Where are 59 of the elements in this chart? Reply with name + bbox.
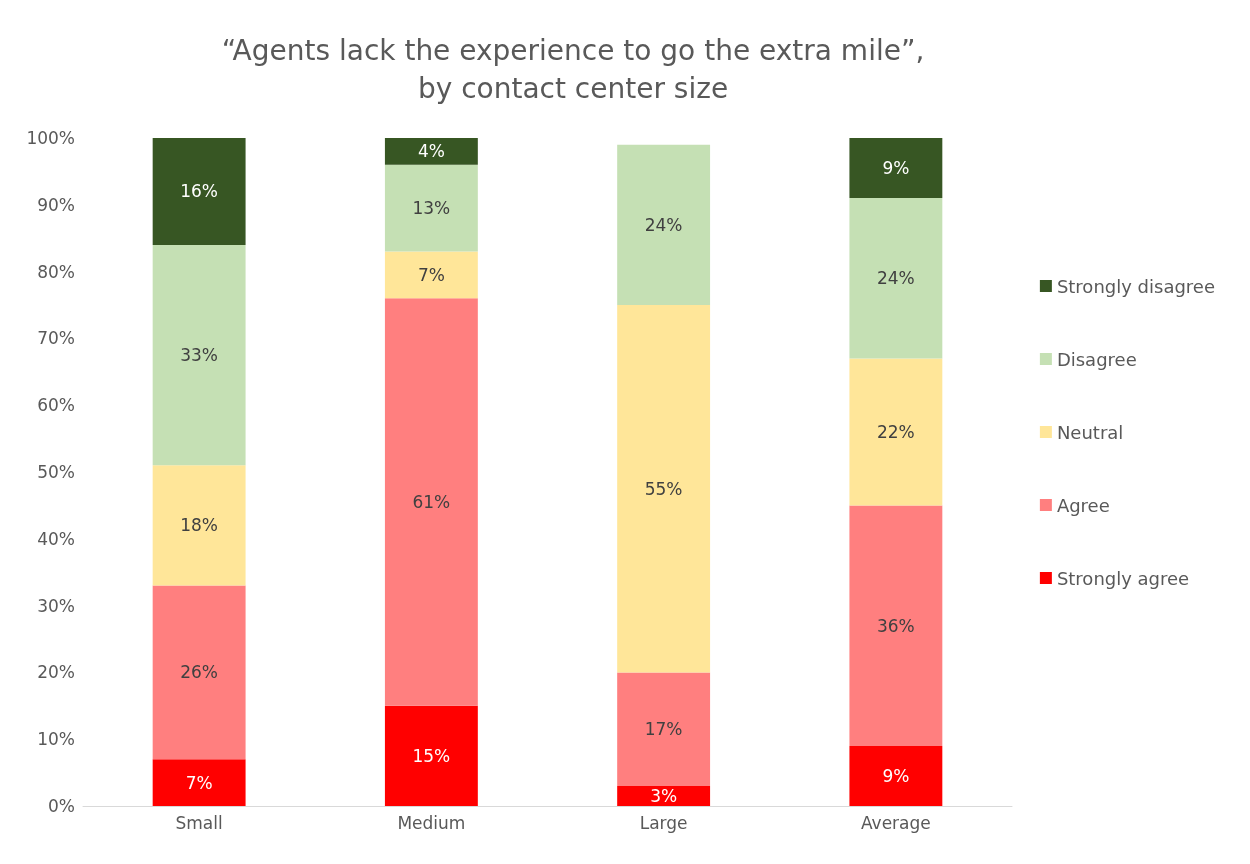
data-label: 4% [417,141,445,162]
bar [384,298,478,706]
data-label: 9% [882,765,910,786]
y-tick-label: 60% [37,395,75,416]
data-label: 7% [185,772,213,793]
legend-label: Strongly disagree [1056,275,1215,297]
legend-label: Strongly agree [1056,567,1190,589]
data-label: 36% [876,615,915,636]
bar [849,505,943,746]
bar [384,705,478,806]
bar [152,465,246,586]
bar [384,138,478,165]
bar [617,785,711,806]
y-tick-label: 20% [37,662,75,683]
bar [384,251,478,299]
data-label: 33% [180,345,219,366]
x-tick-label: Large [639,812,688,833]
y-tick-label: 40% [37,528,75,549]
y-tick-label: 70% [37,328,75,349]
data-label: 55% [644,478,683,499]
bar [384,164,478,252]
legend-label: Disagree [1056,348,1137,370]
bar [849,198,943,359]
legend-label: Agree [1056,494,1110,516]
data-label: 15% [412,745,451,766]
bar [152,585,246,760]
legend-label: Neutral [1056,421,1124,443]
y-tick-label: 50% [37,462,75,482]
x-tick-label: Medium [397,812,466,833]
data-label: 9% [882,158,910,179]
bar [152,244,246,466]
bar [617,305,711,673]
data-label: 22% [876,421,915,442]
bar [849,358,943,506]
data-label: 24% [644,214,683,235]
bar [849,745,943,806]
data-label: 3% [650,785,678,806]
bar [617,144,711,305]
data-label: 13% [412,198,451,219]
y-tick-label: 30% [37,595,75,616]
data-label: 16% [180,181,219,202]
chart-title: “Agents lack the experience to go the extra mile”, by contact center size [221,33,925,105]
bar [617,672,711,786]
data-label: 18% [180,515,219,536]
y-tick-label: 10% [37,729,75,750]
x-tick-label: Small [175,812,223,833]
data-label: 7% [417,264,445,285]
data-label: 61% [412,492,451,513]
bar [152,759,246,806]
bar [152,138,246,245]
data-label: 24% [876,268,915,289]
y-tick-label: 80% [37,261,75,282]
data-label: 26% [180,662,219,683]
x-tick-label: Average [860,812,931,833]
y-tick-label: 100% [26,128,75,148]
y-tick-label: 0% [48,796,75,816]
data-label: 17% [644,719,683,740]
y-tick-label: 90% [37,194,75,215]
bar [849,138,943,199]
